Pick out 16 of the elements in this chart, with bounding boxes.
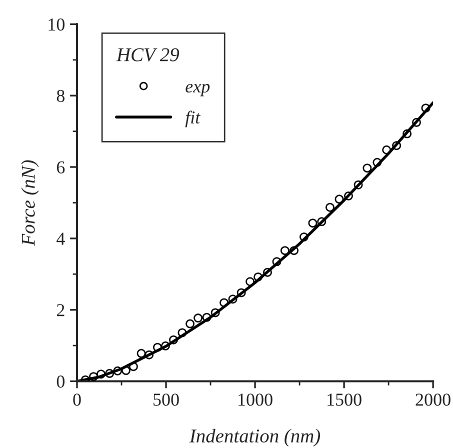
x-axis-title: Indentation (nm) <box>189 428 320 447</box>
x-tick-label: 1500 <box>328 394 362 406</box>
y-tick-label: 8 <box>56 90 65 102</box>
x-tick-label: 500 <box>154 394 179 406</box>
y-tick-label: 10 <box>48 18 65 31</box>
y-tick-label: 4 <box>56 232 65 245</box>
y-tick-label: 6 <box>56 161 65 174</box>
legend-title: HCV 29 <box>116 48 180 62</box>
legend-label: fit <box>185 110 201 128</box>
legend-label: exp <box>186 84 210 96</box>
y-axis-title: Force (nN) <box>21 160 39 246</box>
x-tick-label: 0 <box>73 394 81 406</box>
x-tick-label: 2000 <box>416 394 450 406</box>
x-tick-label: 1000 <box>238 394 272 406</box>
y-tick-label: 0 <box>56 376 65 388</box>
y-tick-label: 2 <box>56 304 64 316</box>
